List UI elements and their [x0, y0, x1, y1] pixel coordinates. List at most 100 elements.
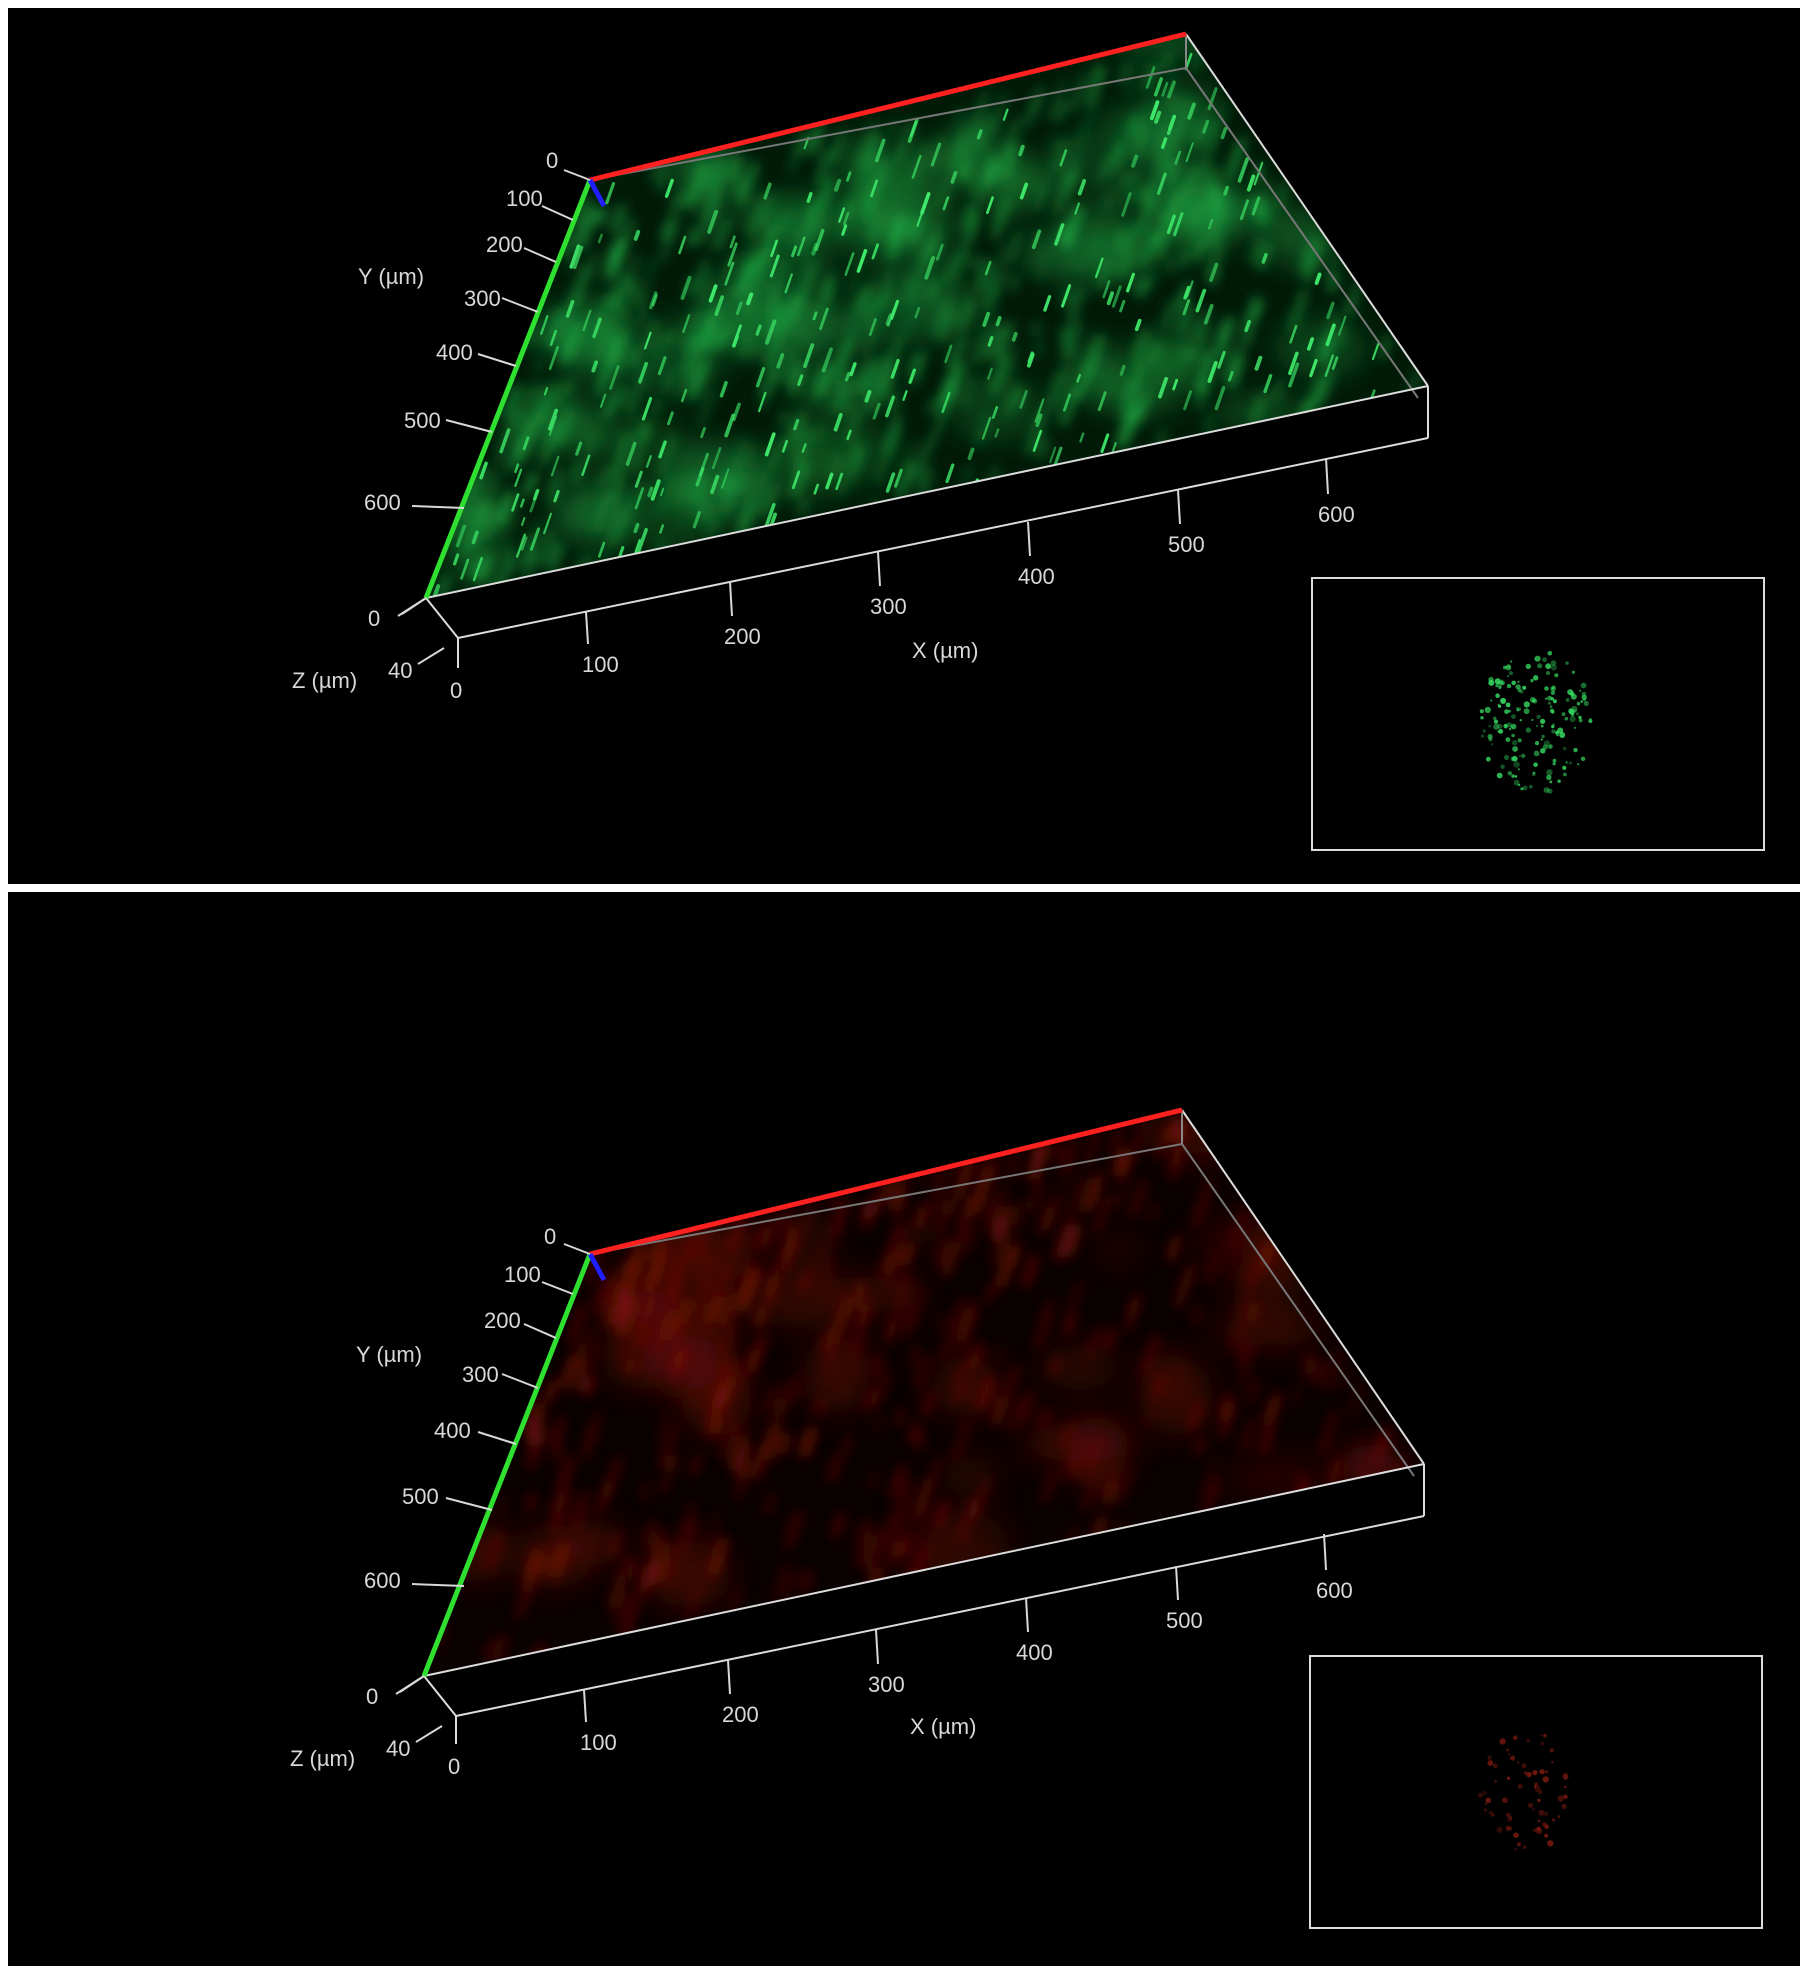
inset-spot: [1528, 784, 1533, 789]
fluorescence-streak: [1161, 70, 1177, 106]
fluorescence-streak: [1167, 258, 1175, 274]
fluorescence-streak: [759, 370, 778, 410]
fluorescence-streak: [955, 1378, 967, 1403]
inset-spot: [1509, 1755, 1515, 1761]
fluorescence-streak: [990, 1186, 1006, 1223]
fluorescence-streak: [611, 204, 626, 234]
fluorescence-streak: [997, 1246, 1017, 1288]
x-tick-300: 300: [870, 594, 907, 619]
fluorescence-streak: [676, 473, 690, 506]
fluorescence-spot: [735, 324, 742, 339]
x-axis-title: X (µm): [910, 1714, 976, 1739]
inset-spot: [1544, 1824, 1549, 1830]
fluorescence-streak: [748, 254, 760, 277]
fluorescence-streak: [1185, 166, 1199, 197]
fluorescence-streak: [1155, 124, 1170, 156]
fluorescence-streak: [1009, 273, 1020, 292]
fluorescence-streak: [1037, 437, 1050, 460]
fluorescence-streak: [671, 1261, 683, 1280]
inset-spot: [1514, 775, 1518, 778]
fluorescence-streak: [909, 219, 919, 240]
inset-spot: [1483, 1808, 1488, 1812]
inset-spot: [1550, 697, 1554, 701]
inset-spot: [1540, 1734, 1543, 1737]
fluorescence-streak: [659, 1426, 677, 1467]
fluorescence-streak: [961, 465, 973, 487]
fluorescence-streak: [1064, 1224, 1081, 1258]
fluorescence-spot: [452, 553, 460, 566]
fluorescence-streak: [585, 435, 597, 458]
fluorescence-streak: [1167, 1235, 1180, 1262]
fluorescence-streak: [1205, 185, 1217, 208]
fluorescence-spot: [791, 470, 801, 490]
fluorescence-streak: [973, 1373, 991, 1412]
fluorescence-streak: [731, 250, 741, 269]
inset-spot: [1520, 787, 1524, 791]
fluorescence-streak: [959, 250, 970, 269]
fluorescence-streak: [510, 407, 524, 433]
fluorescence-streak: [759, 1217, 774, 1249]
fluorescence-spot: [460, 558, 470, 580]
fluorescence-spot: [682, 314, 691, 334]
fluorescence-streak: [754, 1306, 767, 1329]
fluorescence-streak: [1120, 1153, 1134, 1184]
fluorescence-streak: [524, 1548, 540, 1581]
fluorescence-streak: [790, 230, 800, 249]
fluorescence-streak: [971, 1344, 985, 1369]
green-channel-panel: 0 100 200 300 400 500 600 Y (µm) 100 200…: [8, 8, 1800, 884]
fluorescence-streak: [1249, 236, 1263, 265]
fluorescence-streak: [855, 1525, 875, 1568]
fluorescence-streak: [961, 374, 976, 409]
fluorescence-streak: [1248, 1302, 1260, 1323]
fluorescence-streak: [802, 200, 819, 238]
fluorescence-spot: [841, 224, 848, 236]
fluorescence-spot: [872, 402, 881, 420]
fluorescence-streak: [610, 476, 624, 505]
fluorescence-streak: [831, 1195, 839, 1209]
fluorescence-spot: [764, 432, 776, 457]
fluorescence-blob: [916, 278, 990, 335]
inset-spot: [1512, 755, 1518, 762]
fluorescence-streak: [975, 90, 988, 119]
fluorescence-spot: [791, 245, 798, 258]
fluorescence-streak: [960, 163, 973, 183]
fluorescence-streak: [628, 1308, 645, 1345]
inset-spot: [1510, 725, 1514, 729]
fluorescence-streak: [928, 398, 937, 415]
fluorescence-streak: [523, 1552, 542, 1593]
fluorescence-spot: [1207, 87, 1218, 111]
fluorescence-spot: [707, 209, 719, 234]
fluorescence-spot: [1026, 352, 1035, 368]
fluorescence-streak: [957, 1226, 968, 1246]
fluorescence-streak: [821, 1330, 833, 1354]
fluorescence-spot: [1202, 119, 1210, 134]
fluorescence-streak: [640, 1273, 657, 1315]
fluorescence-streak: [613, 528, 624, 549]
fluorescence-spot: [801, 443, 807, 453]
fluorescence-streak: [531, 384, 542, 406]
fluorescence-streak: [806, 304, 816, 321]
fluorescence-streak: [1150, 157, 1165, 188]
fluorescence-spot: [1338, 315, 1347, 336]
inset-spot: [1564, 1785, 1567, 1789]
fluorescence-streak: [693, 259, 709, 294]
fluorescence-streak: [896, 1272, 912, 1304]
z-axis-ticks: [395, 1675, 443, 1743]
fluorescence-blob: [1138, 1357, 1214, 1436]
fluorescence-streak: [1195, 351, 1215, 395]
fluorescence-streak: [772, 1563, 789, 1600]
y-tick-0: 0: [544, 1224, 556, 1249]
fluorescence-streak: [1008, 1395, 1025, 1434]
fluorescence-streak: [1113, 143, 1126, 167]
fluorescence-streak: [737, 336, 748, 358]
fluorescence-streak: [831, 1297, 848, 1336]
fluorescence-streak: [436, 575, 450, 598]
fluorescence-streak: [1242, 296, 1258, 330]
fluorescence-streak: [1002, 117, 1022, 161]
fluorescence-spot: [1126, 272, 1136, 293]
fluorescence-streak: [778, 409, 789, 427]
fluorescence-spot: [659, 524, 665, 534]
fluorescence-streak: [1207, 243, 1223, 278]
fluorescence-streak: [798, 1274, 808, 1292]
fluorescence-streak: [1204, 1253, 1219, 1286]
